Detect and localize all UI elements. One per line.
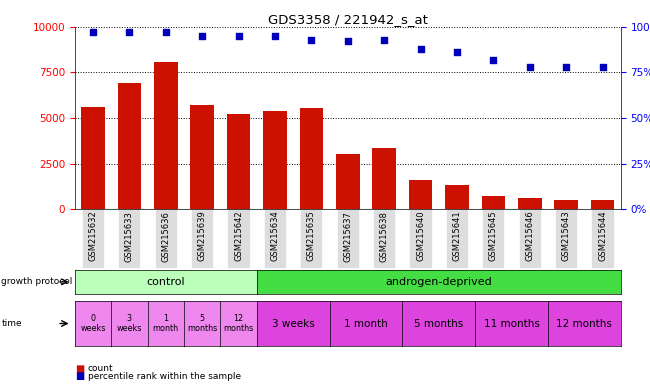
- Text: 5
months: 5 months: [187, 314, 217, 333]
- Bar: [118, 83, 141, 209]
- Text: 3 weeks: 3 weeks: [272, 318, 315, 329]
- Point: [197, 33, 207, 39]
- Bar: [591, 200, 614, 209]
- Text: 1 month: 1 month: [344, 318, 388, 329]
- Bar: [336, 154, 359, 209]
- Text: 1
month: 1 month: [153, 314, 179, 333]
- Point: [597, 64, 608, 70]
- Point: [343, 38, 353, 45]
- Point: [124, 29, 135, 35]
- Text: 3
weeks: 3 weeks: [116, 314, 142, 333]
- Text: percentile rank within the sample: percentile rank within the sample: [88, 372, 241, 381]
- Point: [306, 36, 317, 43]
- Text: 12 months: 12 months: [556, 318, 612, 329]
- Text: control: control: [146, 277, 185, 287]
- Bar: [227, 114, 250, 209]
- Text: 0
weeks: 0 weeks: [80, 314, 106, 333]
- Bar: [518, 198, 541, 209]
- Text: 5 months: 5 months: [414, 318, 463, 329]
- Point: [233, 33, 244, 39]
- Text: androgen-deprived: androgen-deprived: [385, 277, 492, 287]
- Point: [379, 36, 389, 43]
- Bar: [372, 148, 396, 209]
- Text: count: count: [88, 364, 113, 373]
- Point: [525, 64, 535, 70]
- Point: [88, 29, 98, 35]
- Text: time: time: [1, 319, 22, 328]
- Bar: [263, 111, 287, 209]
- Text: growth protocol: growth protocol: [1, 277, 73, 286]
- Bar: [554, 200, 578, 209]
- Text: 11 months: 11 months: [484, 318, 540, 329]
- Point: [452, 50, 462, 56]
- Bar: [81, 107, 105, 209]
- Point: [415, 46, 426, 52]
- Text: 12
months: 12 months: [224, 314, 254, 333]
- Point: [270, 33, 280, 39]
- Bar: [154, 61, 177, 209]
- Bar: [300, 108, 323, 209]
- Bar: [190, 105, 214, 209]
- Point: [161, 29, 171, 35]
- Point: [561, 64, 571, 70]
- Text: ■: ■: [75, 371, 84, 381]
- Bar: [445, 185, 469, 209]
- Text: ■: ■: [75, 364, 84, 374]
- Bar: [482, 195, 505, 209]
- Title: GDS3358 / 221942_s_at: GDS3358 / 221942_s_at: [268, 13, 428, 26]
- Point: [488, 56, 499, 63]
- Bar: [409, 180, 432, 209]
